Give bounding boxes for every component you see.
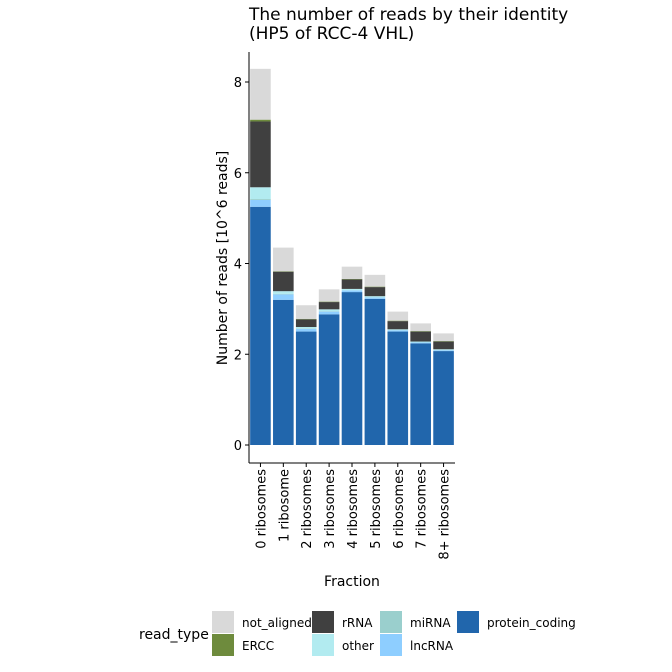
- bar-segment-not-aligned: [387, 311, 409, 321]
- bar-segment-rRNA: [318, 302, 340, 310]
- x-tick-label: 3 ribosomes: [323, 469, 338, 549]
- plot-area: [250, 68, 454, 445]
- bar-segment-not-aligned: [295, 305, 317, 319]
- bar-segment-protein-coding: [433, 351, 454, 445]
- bar-segment-other: [273, 291, 294, 294]
- legend-label: lncRNA: [410, 639, 454, 653]
- y-tick-label: 6: [234, 167, 242, 182]
- bar-segment-protein-coding: [387, 331, 409, 445]
- bar-segment-not-aligned: [364, 274, 386, 287]
- bar-segment-protein-coding: [410, 343, 431, 445]
- legend-label: miRNA: [410, 616, 451, 630]
- legend: read_type not_aligned ERCC rRNA other miRNA l…: [139, 611, 576, 656]
- bar-segment-miRNA: [250, 199, 271, 200]
- bar-segment-not-aligned: [410, 323, 431, 332]
- x-tick-label: 2 ribosomes: [300, 469, 315, 549]
- bar-segment-not-aligned: [273, 247, 294, 272]
- bar-segment-lncRNA: [364, 297, 386, 299]
- bar-segment-rRNA: [341, 279, 363, 289]
- bar-segment-other: [410, 341, 431, 343]
- legend-key-ERCC: [212, 634, 234, 656]
- bar-segment-rRNA: [273, 271, 294, 292]
- bar-segment-other: [341, 288, 363, 291]
- bar-segment-rRNA: [364, 287, 386, 297]
- bar-segment-not-aligned: [341, 266, 363, 279]
- bar-segment-protein-coding: [364, 298, 386, 445]
- bar-segment-not-aligned: [433, 333, 454, 342]
- bar-segment-rRNA: [295, 319, 317, 328]
- legend-key-protein-coding: [457, 611, 479, 633]
- legend-label: other: [342, 639, 374, 653]
- x-tick-label: 1 ribosome: [277, 469, 292, 542]
- x-axis-title: Fraction: [324, 574, 380, 590]
- bar-segment-protein-coding: [341, 292, 363, 445]
- bar-segment-lncRNA: [318, 311, 340, 315]
- chart-title-line-1: The number of reads by their identity: [248, 5, 568, 25]
- legend-key-rRNA: [312, 611, 334, 633]
- bar-segment-lncRNA: [387, 330, 409, 332]
- bar-segment-other: [318, 309, 340, 312]
- x-tick-label: 5 ribosomes: [369, 469, 384, 549]
- bar-segment-rRNA: [433, 341, 454, 350]
- x-axis-ticks: 0 ribosomes 1 ribosome 2 ribosomes 3 riboso…: [254, 463, 453, 560]
- bar-segment-not-aligned: [250, 68, 271, 120]
- bar-segment-lncRNA: [295, 328, 317, 332]
- bar-segment-lncRNA: [273, 294, 294, 300]
- legend-key-other: [312, 634, 334, 656]
- bar-segment-ERCC: [250, 119, 271, 122]
- legend-label: rRNA: [342, 616, 373, 630]
- legend-items: not_aligned ERCC rRNA other miRNA lncRNA prote…: [212, 611, 576, 656]
- bar-segment-other: [295, 327, 317, 329]
- bar-segment-rRNA: [410, 331, 431, 342]
- y-axis-ticks: 0 2 4 6 8: [234, 76, 249, 454]
- bar-segment-rRNA: [250, 121, 271, 188]
- bar-segment-other: [433, 349, 454, 351]
- legend-label: not_aligned: [242, 616, 312, 630]
- legend-key-lncRNA: [380, 634, 402, 656]
- legend-label: protein_coding: [487, 616, 576, 630]
- x-tick-label: 4 ribosomes: [346, 469, 361, 549]
- x-tick-label: 8+ ribosomes: [438, 469, 453, 560]
- bar-segment-other: [250, 187, 271, 200]
- bar-segment-not-aligned: [318, 289, 340, 302]
- y-tick-label: 2: [234, 348, 242, 363]
- bar-segment-lncRNA: [341, 290, 363, 293]
- legend-key-not-aligned: [212, 611, 234, 633]
- x-tick-label: 6 ribosomes: [392, 469, 407, 549]
- bar-segment-protein-coding: [250, 206, 271, 445]
- y-axis-title: Number of reads [10^6 reads]: [215, 151, 231, 366]
- bar-segment-lncRNA: [433, 350, 454, 352]
- bar-segment-lncRNA: [250, 199, 271, 207]
- chart-title-line-2: (HP5 of RCC-4 VHL): [249, 24, 414, 44]
- bar-segment-protein-coding: [295, 331, 317, 445]
- y-tick-label: 0: [234, 439, 242, 454]
- bar-segment-protein-coding: [273, 299, 294, 445]
- bar-segment-other: [387, 329, 409, 331]
- y-tick-label: 4: [234, 258, 242, 273]
- bar-segment-lncRNA: [410, 342, 431, 344]
- legend-title: read_type: [139, 627, 209, 643]
- x-tick-label: 0 ribosomes: [254, 469, 269, 549]
- bar-segment-protein-coding: [318, 314, 340, 445]
- bar-segment-rRNA: [387, 321, 409, 330]
- legend-key-miRNA: [380, 611, 402, 633]
- legend-label: ERCC: [242, 639, 274, 653]
- bar-segment-other: [364, 296, 386, 298]
- y-tick-label: 8: [234, 76, 242, 91]
- x-tick-label: 7 ribosomes: [415, 469, 430, 549]
